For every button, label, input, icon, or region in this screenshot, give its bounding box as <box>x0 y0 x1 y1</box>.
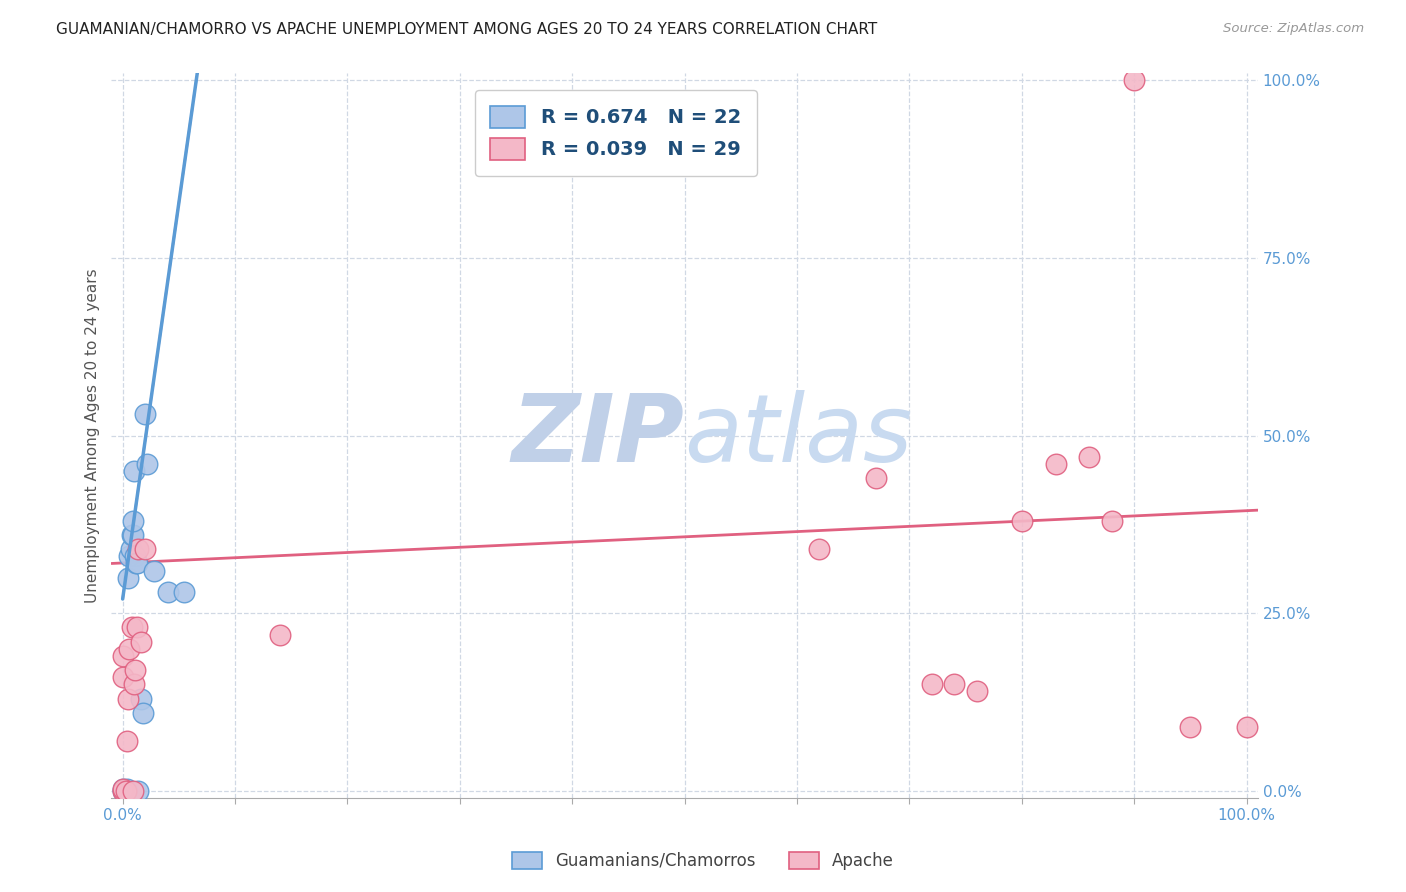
Point <box>120 542 142 557</box>
Point <box>111 784 134 798</box>
Point <box>117 571 139 585</box>
Text: atlas: atlas <box>685 390 912 481</box>
Text: GUAMANIAN/CHAMORRO VS APACHE UNEMPLOYMENT AMONG AGES 20 TO 24 YEARS CORRELATION : GUAMANIAN/CHAMORRO VS APACHE UNEMPLOYMEN… <box>56 22 877 37</box>
Point <box>121 528 143 542</box>
Point <box>808 542 831 557</box>
Point <box>115 734 138 748</box>
Point <box>115 784 138 798</box>
Point <box>134 407 156 421</box>
Point <box>111 784 134 798</box>
Point <box>127 542 149 557</box>
Point <box>966 684 988 698</box>
Legend: R = 0.674   N = 22, R = 0.039   N = 29: R = 0.674 N = 22, R = 0.039 N = 29 <box>475 90 756 176</box>
Point <box>143 564 166 578</box>
Point <box>121 528 143 542</box>
Point <box>121 784 143 798</box>
Point <box>865 471 887 485</box>
Point <box>921 677 943 691</box>
Point <box>121 620 143 634</box>
Text: Source: ZipAtlas.com: Source: ZipAtlas.com <box>1223 22 1364 36</box>
Point <box>111 670 134 684</box>
Point <box>136 457 159 471</box>
Point <box>1101 514 1123 528</box>
Point <box>122 464 145 478</box>
Point <box>111 648 134 663</box>
Point <box>125 557 148 571</box>
Point <box>1123 73 1146 87</box>
Point <box>156 585 179 599</box>
Point <box>1045 457 1067 471</box>
Point <box>173 585 195 599</box>
Point <box>124 663 146 677</box>
Point <box>1236 720 1258 734</box>
Point <box>1011 514 1033 528</box>
Point <box>124 549 146 564</box>
Point <box>122 677 145 691</box>
Point <box>117 691 139 706</box>
Point <box>115 781 138 796</box>
Point <box>1180 720 1202 734</box>
Point <box>118 549 141 564</box>
Point <box>115 784 138 798</box>
Y-axis label: Unemployment Among Ages 20 to 24 years: Unemployment Among Ages 20 to 24 years <box>86 268 100 603</box>
Point <box>127 557 149 571</box>
Point <box>127 784 149 798</box>
Point <box>121 514 143 528</box>
Point <box>111 781 134 796</box>
Point <box>129 691 152 706</box>
Point <box>1078 450 1101 464</box>
Point <box>132 706 155 720</box>
Text: ZIP: ZIP <box>512 390 685 482</box>
Point <box>269 627 291 641</box>
Point <box>134 542 156 557</box>
Point <box>111 781 134 796</box>
Point <box>943 677 966 691</box>
Point <box>129 634 152 648</box>
Legend: Guamanians/Chamorros, Apache: Guamanians/Chamorros, Apache <box>505 845 901 877</box>
Point <box>127 620 149 634</box>
Point <box>118 641 141 656</box>
